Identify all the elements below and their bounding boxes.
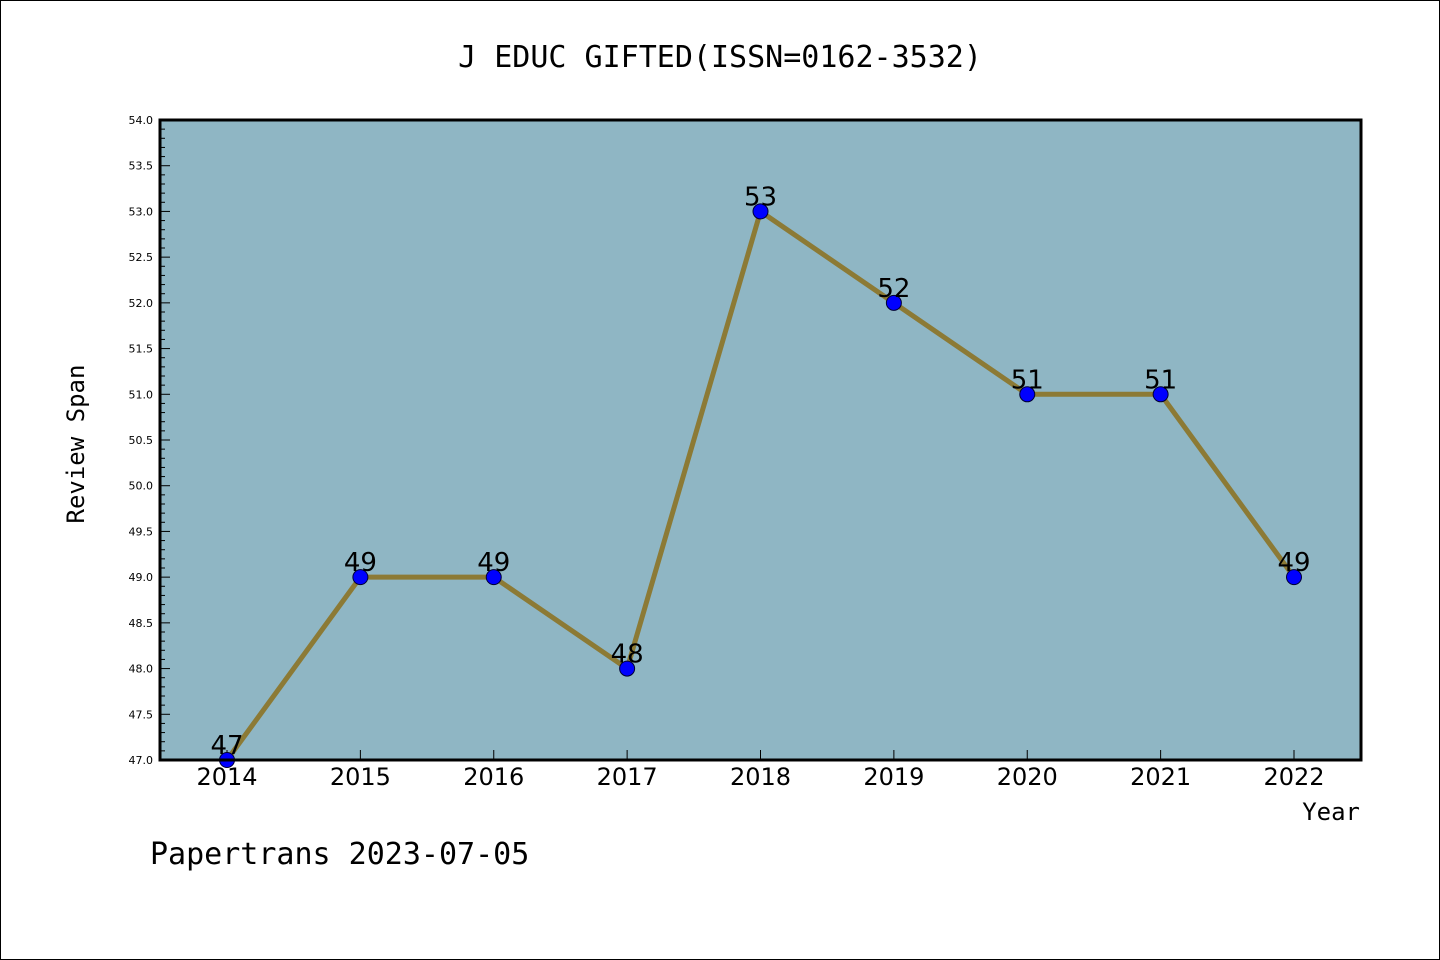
x-tick-label: 2021 (1130, 763, 1191, 791)
x-tick-label: 2022 (1263, 763, 1324, 791)
data-label: 49 (477, 548, 510, 578)
y-tick-label: 50.0 (129, 480, 154, 493)
data-label: 48 (611, 640, 644, 670)
x-axis-ticks: 2014 2015 2016 2017 2018 2019 2020 2021 2022 (196, 750, 1325, 791)
x-axis-label: Year (1302, 798, 1360, 826)
chart-title: J EDUC GIFTED(ISSN=0162-3532) (458, 40, 982, 75)
y-tick-label: 51.5 (129, 343, 154, 356)
data-label: 49 (1277, 548, 1310, 578)
y-tick-label: 48.0 (129, 663, 154, 676)
data-point (885, 294, 902, 311)
x-tick-label: 2017 (597, 763, 658, 791)
y-axis-label: Review Span (62, 365, 90, 524)
y-tick-label: 51.0 (129, 388, 154, 401)
x-tick-label: 2018 (730, 763, 791, 791)
data-point (1152, 386, 1169, 403)
footer-watermark-text: Papertrans 2023-07-05 (150, 837, 529, 872)
data-point (1019, 386, 1036, 403)
x-tick-label: 2016 (463, 763, 524, 791)
y-tick-label: 49.5 (129, 525, 154, 538)
x-tick-label: 2019 (863, 763, 924, 791)
data-label: 49 (344, 548, 377, 578)
data-label: 47 (210, 731, 243, 761)
data-label: 51 (1011, 365, 1044, 395)
data-labels: 47 49 49 48 53 52 51 51 49 (210, 182, 1310, 761)
data-point (1286, 569, 1302, 586)
y-tick-label: 52.5 (129, 251, 154, 264)
data-point (619, 660, 636, 677)
plot-area (160, 120, 1361, 760)
x-tick-label: 2020 (997, 763, 1058, 791)
data-point (485, 569, 502, 586)
y-tick-label: 47.5 (129, 708, 154, 721)
y-axis-ticks: 47.0 47.5 48.0 48.5 49.0 49.5 50.0 50.5 51.0 51.5… (129, 114, 170, 767)
data-label: 53 (744, 182, 777, 212)
y-tick-label: 49.0 (129, 571, 154, 584)
data-point (752, 203, 769, 220)
y-tick-label: 53.5 (129, 160, 154, 173)
y-tick-label: 47.0 (129, 754, 154, 767)
y-tick-label: 53.0 (129, 205, 154, 218)
data-label: 52 (877, 274, 910, 304)
data-point (352, 569, 369, 586)
x-tick-label: 2015 (330, 763, 391, 791)
y-tick-label: 54.0 (129, 114, 154, 127)
y-tick-label: 48.5 (129, 617, 154, 630)
plot-border (158, 118, 1363, 762)
data-label: 51 (1144, 365, 1177, 395)
y-tick-label: 50.5 (129, 434, 154, 447)
y-tick-label: 52.0 (129, 297, 154, 310)
